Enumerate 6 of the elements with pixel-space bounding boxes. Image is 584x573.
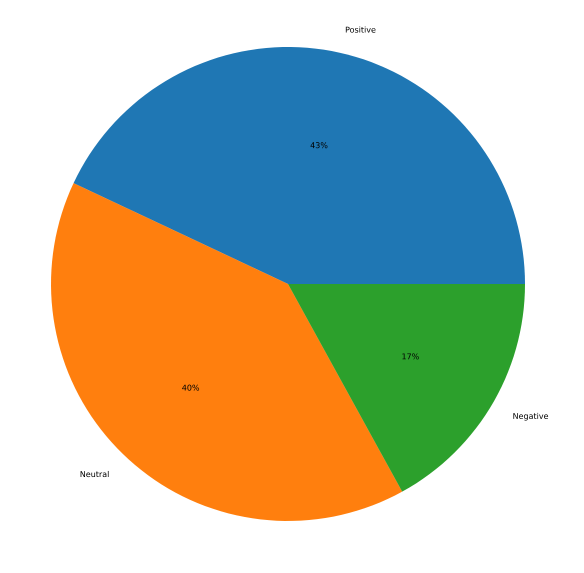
data-label: 43% [310,142,328,148]
data-label: 40% [182,384,200,391]
slice-label: Positive [346,26,376,33]
slice-label: Negative [513,412,548,421]
data-label: 17% [402,353,419,360]
slice-label: Neutral [80,470,109,478]
